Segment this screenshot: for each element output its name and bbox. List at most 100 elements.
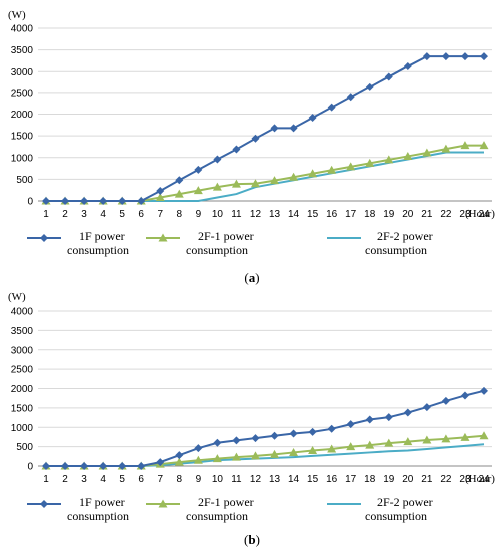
data-point bbox=[99, 462, 108, 470]
data-point bbox=[175, 176, 184, 185]
legend-label: consumption bbox=[365, 243, 427, 257]
y-tick-label: 0 bbox=[27, 197, 33, 208]
data-point bbox=[80, 197, 89, 205]
data-point bbox=[289, 124, 298, 133]
legend-label: 2F-1 power bbox=[198, 495, 254, 509]
data-point bbox=[308, 113, 317, 122]
data-point bbox=[422, 148, 432, 157]
y-tick-label: 2000 bbox=[11, 110, 34, 121]
legend-label: 2F-1 power bbox=[198, 229, 254, 243]
data-point bbox=[365, 82, 374, 91]
data-point bbox=[270, 176, 280, 185]
data-point bbox=[308, 427, 317, 436]
x-tick-label: 12 bbox=[250, 474, 262, 485]
x-tick-label: 1 bbox=[43, 209, 49, 220]
y-tick-label: 4000 bbox=[11, 24, 34, 35]
legend-swatch-marker bbox=[158, 499, 168, 508]
x-tick-label: 7 bbox=[157, 209, 163, 220]
x-tick-label: 10 bbox=[212, 474, 224, 485]
data-point bbox=[250, 179, 260, 188]
y-tick-label: 3500 bbox=[11, 326, 34, 337]
data-point bbox=[251, 134, 260, 143]
data-point bbox=[480, 386, 488, 395]
data-point bbox=[137, 197, 146, 205]
data-point bbox=[441, 396, 450, 405]
x-tick-label: 2 bbox=[62, 209, 68, 220]
data-point bbox=[346, 93, 355, 102]
data-point bbox=[403, 437, 413, 446]
series-line bbox=[46, 144, 484, 202]
data-point bbox=[384, 155, 394, 164]
x-tick-label: 23 bbox=[459, 209, 471, 220]
data-point bbox=[231, 179, 241, 188]
x-tick-label: 5 bbox=[119, 209, 125, 220]
data-point bbox=[460, 141, 470, 150]
legend-label: 1F power bbox=[79, 229, 125, 243]
data-point bbox=[232, 145, 241, 154]
y-tick-label: 3000 bbox=[11, 67, 34, 78]
data-point bbox=[156, 187, 165, 196]
series-0 bbox=[42, 52, 488, 205]
data-point bbox=[365, 158, 375, 167]
x-tick-label: 2 bbox=[62, 474, 68, 485]
x-tick-label: 13 bbox=[269, 209, 281, 220]
data-point bbox=[232, 436, 241, 445]
y-tick-label: 500 bbox=[16, 442, 33, 453]
data-point bbox=[460, 432, 470, 441]
data-point bbox=[480, 52, 488, 61]
legend-swatch-marker bbox=[158, 233, 168, 242]
series-0 bbox=[42, 386, 488, 470]
data-point bbox=[422, 435, 432, 444]
data-point bbox=[441, 52, 450, 61]
x-tick-label: 7 bbox=[157, 474, 163, 485]
y-tick-label: 3500 bbox=[11, 45, 34, 56]
x-tick-label: 4 bbox=[100, 474, 106, 485]
y-axis-unit: (W) bbox=[8, 9, 26, 21]
x-tick-label: 10 bbox=[212, 209, 224, 220]
x-tick-label: 16 bbox=[326, 209, 338, 220]
x-tick-label: 9 bbox=[196, 474, 202, 485]
legend-label: 1F power bbox=[79, 495, 125, 509]
x-tick-label: 9 bbox=[196, 209, 202, 220]
series-line bbox=[46, 151, 484, 202]
data-point bbox=[61, 197, 70, 205]
data-point bbox=[42, 462, 50, 470]
legend-label: consumption bbox=[186, 243, 248, 257]
legend-label: consumption bbox=[186, 509, 248, 523]
series-2 bbox=[46, 151, 484, 202]
x-tick-label: 8 bbox=[177, 474, 183, 485]
y-tick-label: 0 bbox=[27, 462, 33, 473]
data-point bbox=[384, 438, 394, 447]
y-tick-label: 500 bbox=[16, 175, 33, 186]
legend-label: consumption bbox=[365, 509, 427, 523]
data-point bbox=[80, 462, 89, 470]
legend-label: 2F-2 power bbox=[377, 229, 433, 243]
data-point bbox=[384, 72, 393, 81]
legend-swatch-marker bbox=[40, 234, 48, 242]
y-tick-label: 1000 bbox=[11, 153, 34, 164]
data-point bbox=[118, 462, 127, 470]
x-tick-label: 18 bbox=[364, 474, 376, 485]
x-tick-label: 23 bbox=[459, 474, 471, 485]
data-point bbox=[99, 197, 108, 205]
data-point bbox=[403, 408, 412, 417]
series-line bbox=[46, 434, 485, 467]
panel-caption: (b) bbox=[244, 532, 260, 547]
data-point bbox=[403, 151, 413, 160]
data-point bbox=[270, 449, 280, 458]
data-point bbox=[365, 440, 375, 449]
x-tick-label: 1 bbox=[43, 474, 49, 485]
x-axis-unit: (Hour) bbox=[465, 208, 495, 220]
data-point bbox=[460, 391, 469, 400]
x-tick-label: 12 bbox=[250, 209, 262, 220]
data-point bbox=[174, 457, 184, 466]
data-point bbox=[137, 462, 146, 470]
y-axis-unit: (W) bbox=[8, 291, 26, 303]
data-point bbox=[61, 462, 70, 470]
data-point bbox=[156, 458, 165, 467]
